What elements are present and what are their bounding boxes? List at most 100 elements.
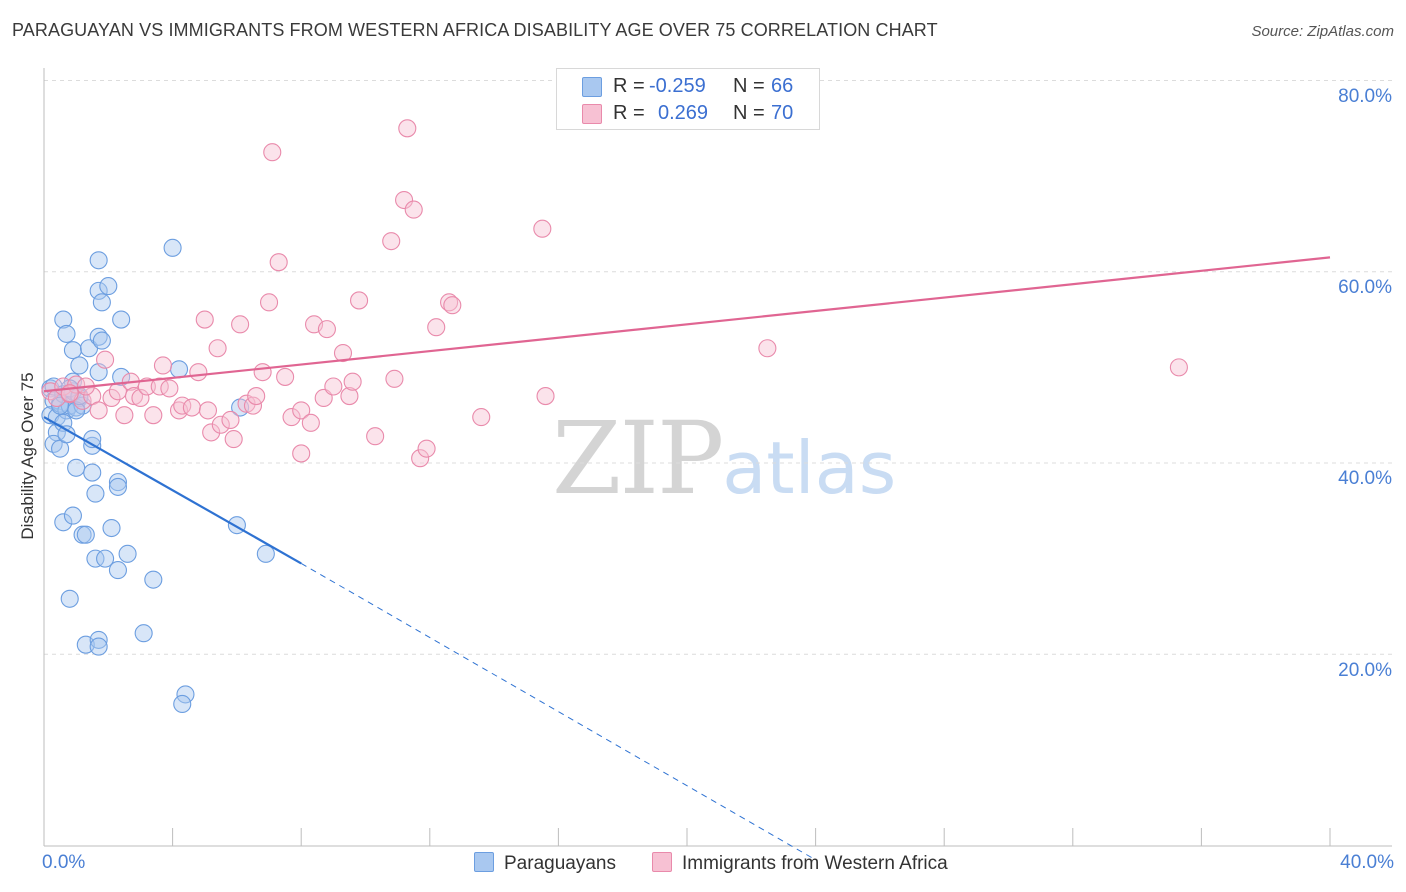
point-western-africa [231,315,250,334]
point-paraguayans [76,525,95,544]
y-tick-60: 60.0% [1338,277,1392,298]
x-tick-0: 0.0% [42,852,86,873]
bottom-legend-swatch-pink [652,852,672,872]
point-paraguayans [112,367,131,386]
point-paraguayans [108,473,127,492]
point-western-africa [182,398,201,417]
point-paraguayans [83,463,102,482]
point-western-africa [382,232,401,251]
point-paraguayans [92,331,111,350]
point-western-africa [758,339,777,358]
point-western-africa [427,318,446,337]
x-tick-40: 40.0% [1340,852,1394,873]
point-western-africa [533,219,552,238]
point-western-africa [333,343,353,363]
point-western-africa [160,379,179,398]
point-western-africa [1169,358,1188,377]
legend-r-label: R = [613,75,645,97]
trendline-western-africa [43,256,1331,393]
legend-n-label: N = [733,102,765,124]
point-paraguayans [102,518,121,538]
trendline-paraguayans [43,416,302,565]
point-western-africa [443,296,462,315]
point-western-africa [340,387,359,406]
point-western-africa [366,427,385,446]
point-paraguayans [92,293,111,312]
legend-r-value: -0.259 [649,75,706,97]
point-western-africa [221,410,240,430]
point-paraguayans [99,277,118,296]
point-paraguayans [169,360,189,379]
point-paraguayans [112,310,131,329]
y-axis-label: Disability Age Over 75 [18,372,37,540]
point-western-africa [536,387,555,406]
legend-row-western-africa: R = 0.269 N = 70 [557,101,819,127]
point-western-africa [417,439,436,458]
watermark: ZIPatlas [552,400,896,517]
source-label: Source: ZipAtlas.com [1251,23,1394,40]
point-western-africa [89,401,108,420]
point-western-africa [276,367,295,386]
point-paraguayans [256,544,275,563]
point-paraguayans [144,570,163,589]
point-western-africa [211,415,230,434]
point-western-africa [440,293,459,312]
point-paraguayans [86,484,105,503]
point-western-africa [96,350,115,369]
point-western-africa [124,387,144,406]
point-western-africa [317,320,336,339]
watermark-zip: ZIP [552,400,724,517]
point-paraguayans [63,506,82,525]
point-western-africa [269,253,288,272]
legend-n-label: N = [733,75,765,97]
point-western-africa [472,408,491,427]
point-western-africa [237,394,256,413]
legend-swatch-blue [582,77,602,97]
point-western-africa [195,310,214,329]
point-paraguayans [63,341,82,360]
legend-r-value: 0.269 [658,102,709,124]
point-western-africa [259,293,279,312]
y-tick-80: 80.0% [1338,86,1392,107]
point-paraguayans [70,356,89,375]
correlation-legend: R = -0.259 N = 66 R = 0.269 N = 70 [556,68,820,130]
bottom-legend-label: Immigrants from Western Africa [682,853,948,874]
point-paraguayans [89,630,108,649]
point-western-africa [115,406,134,425]
point-western-africa [189,363,208,382]
point-western-africa [282,408,301,427]
y-tick-40: 40.0% [1338,468,1392,489]
point-western-africa [202,423,221,442]
point-paraguayans [86,549,105,568]
point-paraguayans [163,238,182,257]
point-western-africa [324,377,343,396]
bottom-legend-label: Paraguayans [504,853,616,874]
point-paraguayans [173,694,192,714]
point-western-africa [137,377,156,396]
bottom-legend-paraguayans: Paraguayans [474,852,616,875]
point-paraguayans [57,324,76,343]
y-tick-20: 20.0% [1338,660,1392,681]
point-paraguayans [118,544,137,563]
point-paraguayans [89,637,108,656]
point-western-africa [224,430,243,449]
point-western-africa [411,449,430,468]
point-western-africa [404,200,423,219]
point-paraguayans [54,513,73,532]
point-western-africa [102,388,121,408]
point-paraguayans [176,685,195,704]
point-western-africa [343,372,362,391]
point-western-africa [243,396,263,415]
bottom-legend-swatch-blue [474,852,494,872]
point-western-africa [131,388,150,408]
point-western-africa [385,369,404,388]
legend-r-label: R = [613,102,645,124]
point-western-africa [301,413,320,432]
trendline-paraguayans-extension [300,562,816,861]
point-western-africa [292,444,311,463]
chart-title: PARAGUAYAN VS IMMIGRANTS FROM WESTERN AF… [12,20,938,40]
point-paraguayans [60,589,79,608]
point-paraguayans [96,549,115,568]
point-western-africa [253,363,272,382]
